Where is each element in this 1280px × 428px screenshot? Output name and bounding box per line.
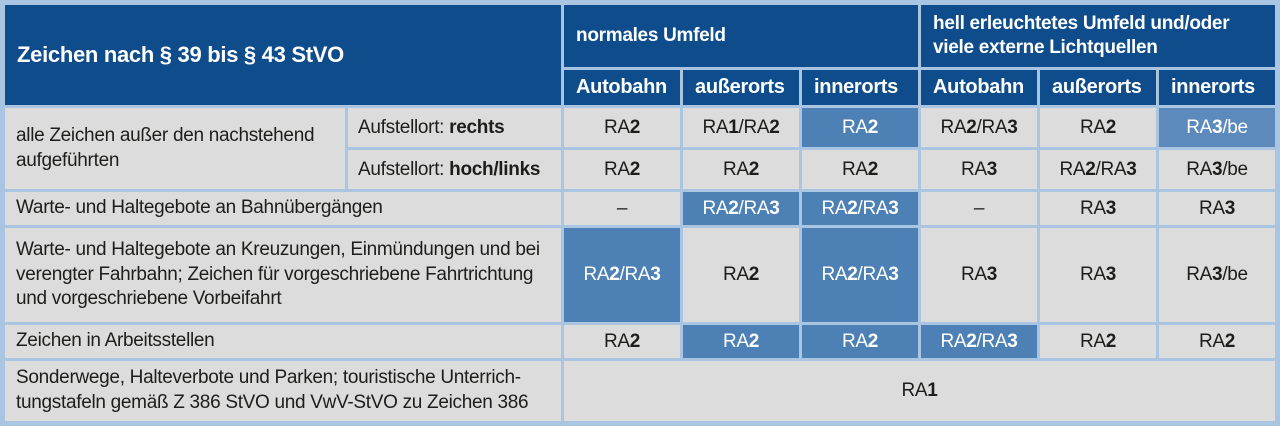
group-header-normal-umfeld: normales Umfeld [564,5,919,67]
row-label: Sonderwege, Halteverbote und Parken; tou… [5,361,562,421]
col-header-ausserorts-normal: außerorts [683,70,800,105]
table-row: Zeichen in Arbeitsstellen RA2 RA2 RA2 RA… [5,325,1276,358]
value-cell: RA2 [1040,108,1157,147]
value-cell: RA3/be [1159,108,1276,147]
value-cell: RA2 [564,325,681,358]
value-cell: RA3/be [1159,150,1276,189]
row-sublabel-aufstellort-hoch-links: Aufstellort: hoch/links [348,150,562,189]
value-cell: RA2 [683,228,800,322]
value-cell: RA3 [1040,228,1157,322]
corner-header: Zeichen nach § 39 bis § 43 StVO [5,5,562,105]
sublabel-value: rechts [449,116,505,138]
value-cell: RA2/RA3 [802,228,919,322]
table-row: Aufstellort: hoch/links RA2 RA2 RA2 RA3 … [5,150,1276,189]
table-row: Sonderwege, Halteverbote und Parken; tou… [5,361,1276,421]
col-header-autobahn-hell: Autobahn [921,70,1038,105]
value-cell: RA2 [802,108,919,147]
sublabel-prefix: Aufstellort: [358,158,450,180]
value-cell: RA2 [564,108,681,147]
value-cell: – [564,192,681,225]
col-header-ausserorts-hell: außerorts [1040,70,1157,105]
sublabel-value: hoch/links [449,158,541,180]
value-cell: RA2 [1040,325,1157,358]
value-cell: RA2 [1159,325,1276,358]
sublabel-prefix: Aufstellort: [358,116,450,138]
row-label: Warte- und Haltegebote an Kreuzungen, Ei… [5,228,562,322]
col-header-innerorts-normal: innerorts [802,70,919,105]
col-header-innerorts-hell: innerorts [1159,70,1276,105]
table-row: Warte- und Haltegebote an Bahnübergängen… [5,192,1276,225]
value-cell: RA3 [921,150,1038,189]
value-cell: RA2/RA3 [921,108,1038,147]
value-cell: RA2/RA3 [683,192,800,225]
header-row-groups: Zeichen nach § 39 bis § 43 StVO normales… [5,5,1276,105]
value-cell: RA3 [1040,192,1157,225]
value-cell: – [921,192,1038,225]
col-header-autobahn-normal: Autobahn [564,70,681,105]
value-cell: RA2/RA3 [1040,150,1157,189]
row-label: Zeichen in Arbeitsstellen [5,325,562,358]
value-cell: RA2 [564,150,681,189]
value-cell: RA3 [1159,192,1276,225]
value-cell: RA2 [683,325,800,358]
value-cell: RA2/RA3 [921,325,1038,358]
value-cell: RA2 [683,150,800,189]
group-header-hell-erleuchtet: hell erleuchtetes Umfeld und/oder viele … [921,5,1276,67]
row-label: alle Zeichen außer den nachstehend aufge… [5,108,345,189]
value-cell: RA2/RA3 [802,192,919,225]
value-cell: RA3/be [1159,228,1276,322]
value-cell-merged: RA1 [564,361,1276,421]
value-cell: RA2 [802,325,919,358]
table-row: alle Zeichen außer den nachstehend aufge… [5,108,1276,189]
value-cell: RA2 [802,150,919,189]
value-cell: RA3 [921,228,1038,322]
value-cell: RA2/RA3 [564,228,681,322]
row-sublabel-aufstellort-rechts: Aufstellort: rechts [348,108,562,147]
value-cell: RA1/RA2 [683,108,800,147]
row-label: Warte- und Haltegebote an Bahnübergängen [5,192,562,225]
table-row: Warte- und Haltegebote an Kreuzungen, Ei… [5,228,1276,322]
header-row-columns: Autobahn außerorts innerorts Autobahn au… [5,70,1276,105]
